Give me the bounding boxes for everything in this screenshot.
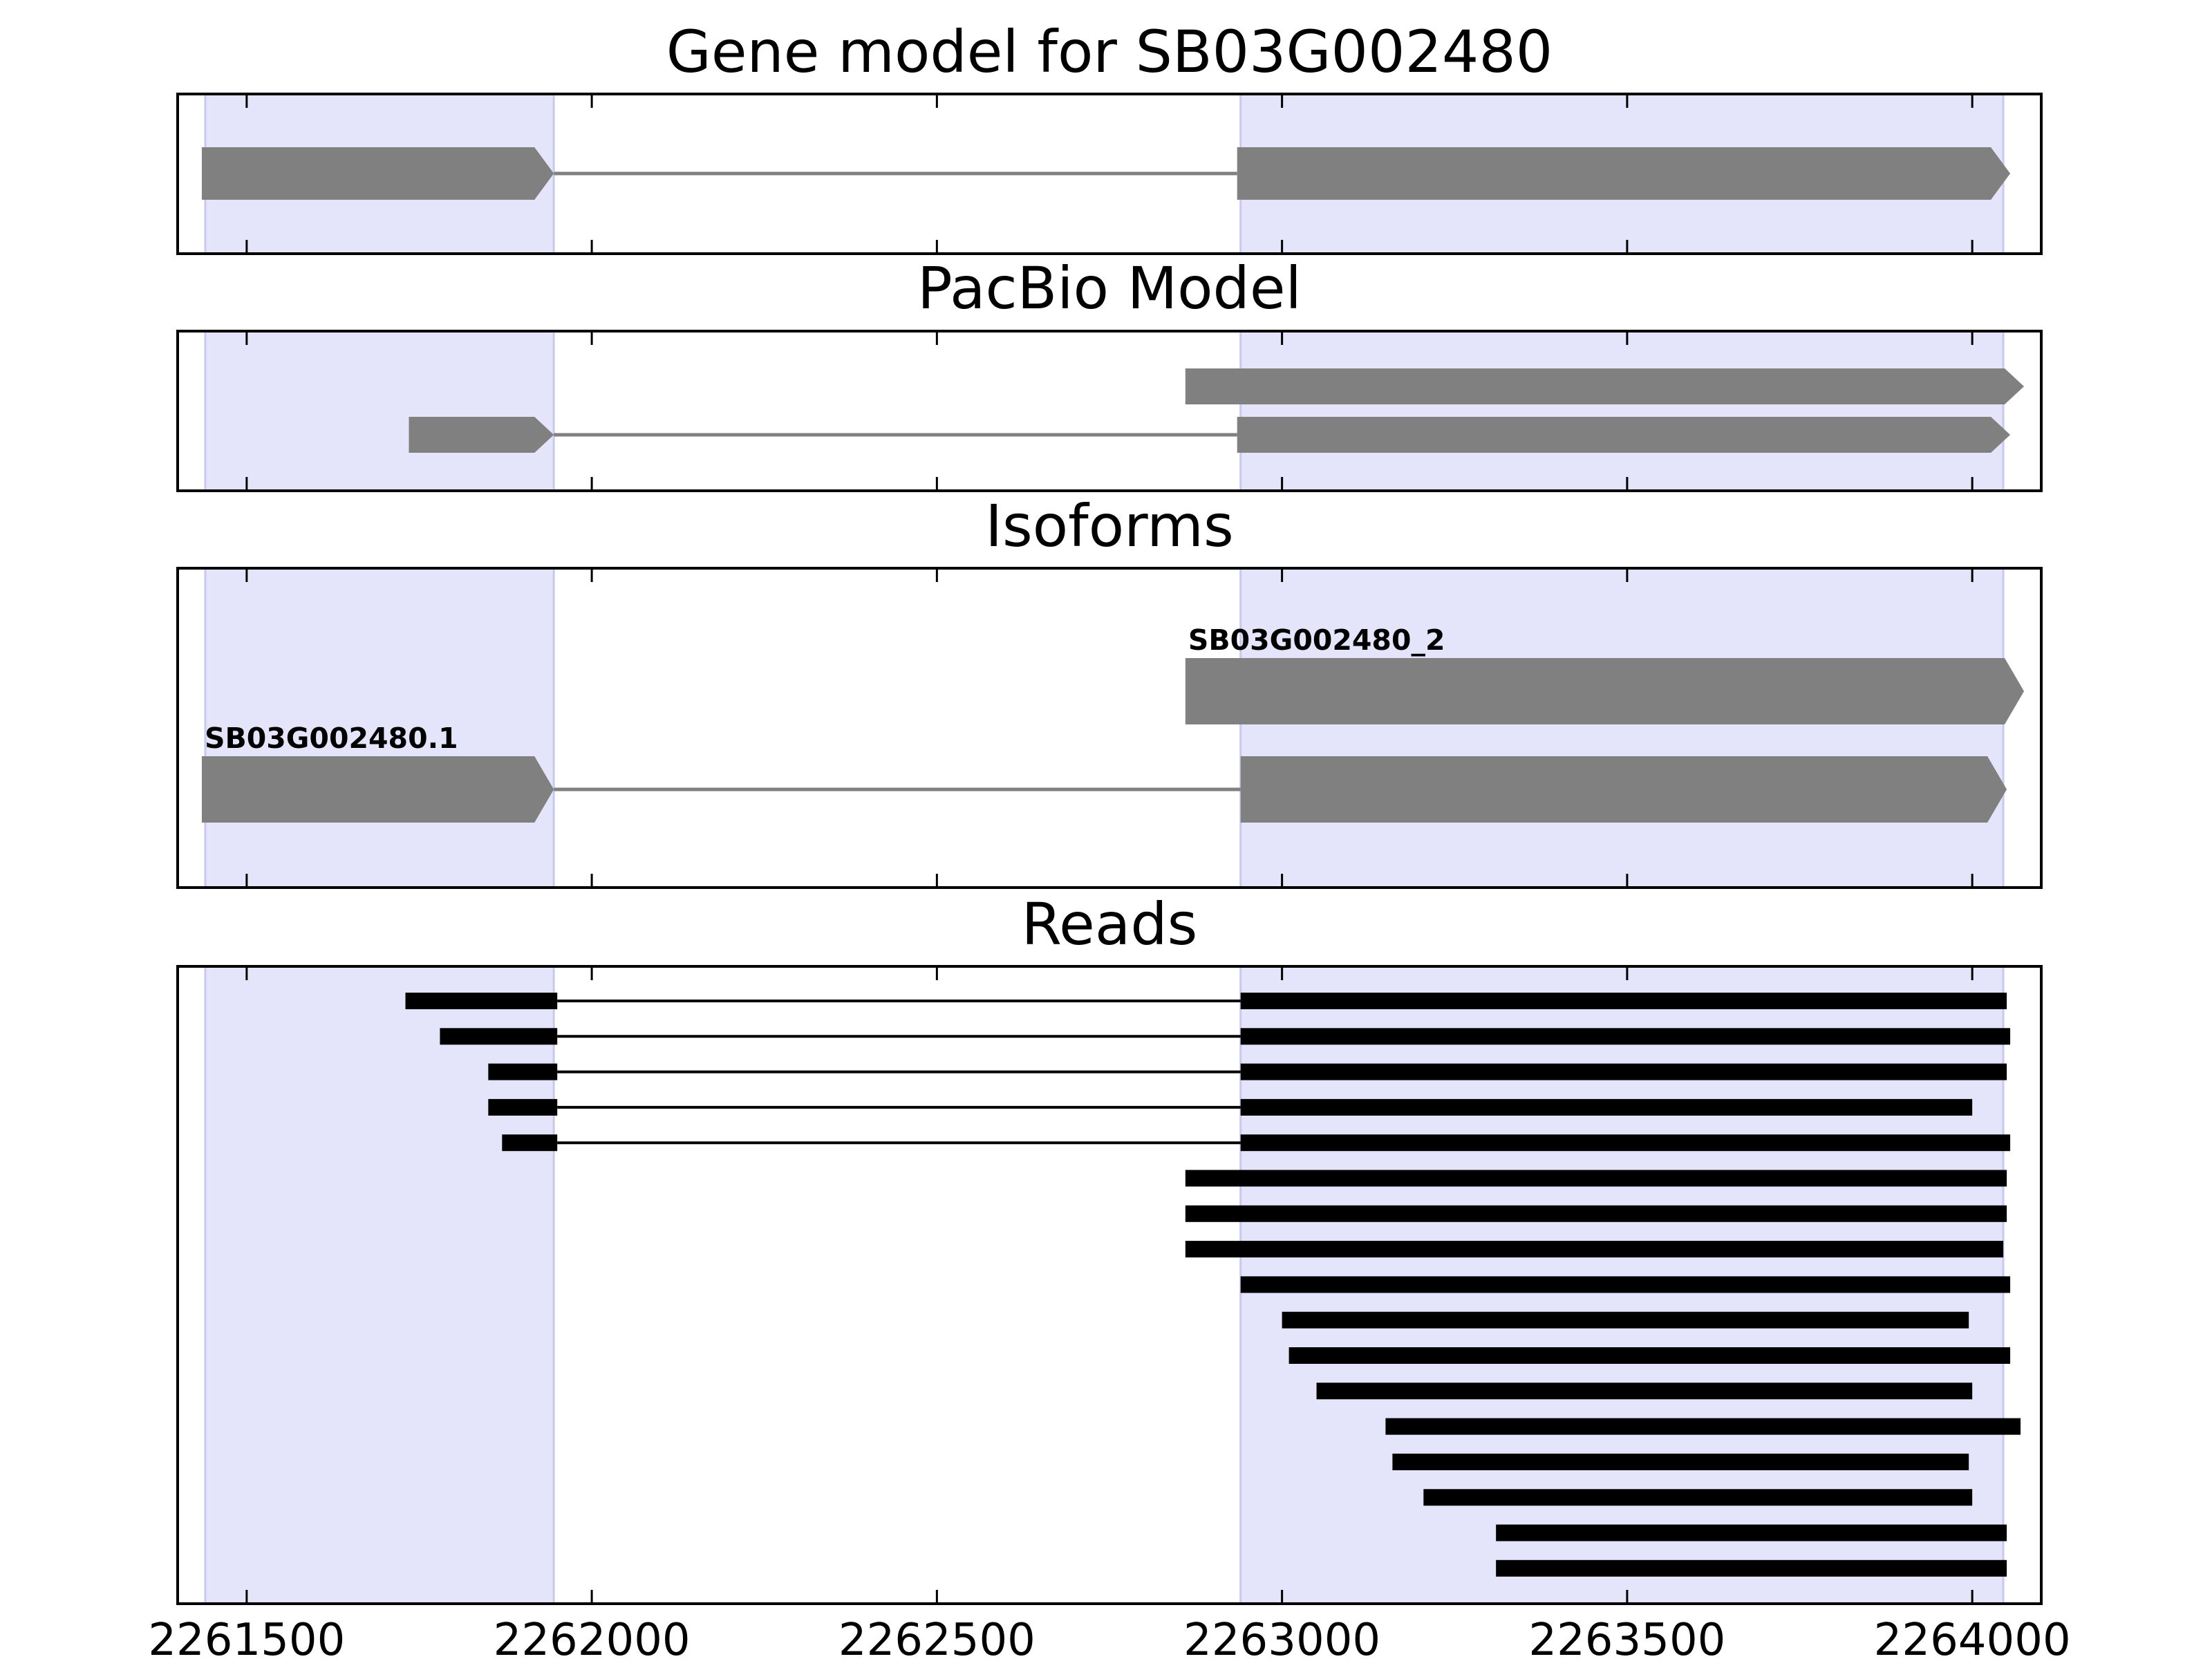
read-track (1496, 1559, 2007, 1577)
x-tick-label: 2262000 (494, 1615, 691, 1659)
read-block (1392, 1453, 1969, 1470)
transcript-track: SB03G002480_2 (1185, 624, 2025, 724)
panel-frame (176, 567, 2043, 889)
read-block (405, 993, 558, 1009)
panel-1: PacBio Model (176, 254, 2043, 492)
exon-block (1237, 417, 2011, 453)
read-block (1240, 1134, 2011, 1152)
exon-region-shade (204, 567, 555, 889)
exon-region-shade (204, 965, 555, 1605)
isoform-label: SB03G002480_2 (1188, 624, 1445, 657)
panel-title: Isoforms (985, 492, 1234, 560)
panel-frame (176, 93, 2043, 255)
read-block (1288, 1347, 2011, 1364)
exon-block (1240, 756, 2007, 823)
read-block (1496, 1559, 2007, 1577)
read-track (488, 1098, 1973, 1116)
read-block (1316, 1382, 1973, 1400)
read-block (502, 1134, 558, 1152)
x-tick-label: 2262500 (838, 1615, 1035, 1659)
exon-block (1185, 658, 2025, 724)
read-block (1240, 993, 2007, 1009)
read-block (1282, 1311, 1969, 1329)
read-track (405, 993, 2007, 1009)
isoform-label: SB03G002480.1 (205, 722, 458, 755)
transcript-track (409, 417, 2011, 453)
read-track (1385, 1418, 2021, 1435)
panel-title: Reads (1022, 890, 1198, 958)
read-track (1288, 1347, 2011, 1364)
read-track (1240, 1276, 2011, 1293)
read-track (1316, 1382, 1973, 1400)
read-track (1185, 1205, 2007, 1222)
exon-block (1237, 147, 2011, 200)
read-block (1240, 1276, 2011, 1293)
read-track (1392, 1453, 1969, 1470)
read-track (1423, 1489, 1973, 1506)
exon-block (201, 147, 554, 200)
read-block (1185, 1205, 2007, 1222)
transcript-track: SB03G002480.1 (201, 722, 2007, 823)
read-block (1185, 1170, 2007, 1187)
read-block (488, 1063, 558, 1080)
read-block (1240, 1098, 1973, 1116)
transcript-track (201, 147, 2011, 200)
x-tick-label: 2264000 (1874, 1615, 2071, 1659)
x-tick-label: 2261500 (148, 1615, 345, 1659)
read-track (1496, 1524, 2007, 1541)
exon-block (201, 756, 554, 823)
exon-region-shade (204, 330, 555, 492)
panel-title: PacBio Model (917, 254, 1302, 322)
exon-region-shade (1239, 567, 2005, 889)
read-track (488, 1063, 2007, 1080)
read-track (1185, 1241, 2004, 1258)
x-tick-label: 2263500 (1528, 1615, 1725, 1659)
transcript-track (1185, 368, 2025, 404)
read-track (1185, 1170, 2007, 1187)
exon-region-shade (1239, 330, 2005, 492)
panel-3: Reads (176, 890, 2043, 1605)
exon-block (409, 417, 554, 453)
panel-0: Gene model for SB03G002480 (176, 18, 2043, 255)
read-block (1240, 1063, 2007, 1080)
x-tick-label: 2263000 (1183, 1615, 1380, 1659)
read-block (1240, 1028, 2011, 1045)
panel-2: Isoforms SB03G002480_2 SB03G002480.1 (176, 492, 2043, 889)
read-track (440, 1028, 2011, 1045)
panel-frame (176, 965, 2043, 1605)
read-block (1385, 1418, 2021, 1435)
read-block (488, 1098, 558, 1116)
panel-frame (176, 330, 2043, 492)
read-track (502, 1134, 2011, 1152)
read-track (1282, 1311, 1969, 1329)
read-block (1496, 1524, 2007, 1541)
read-block (1185, 1241, 2004, 1258)
panel-title: Gene model for SB03G002480 (666, 18, 1553, 86)
read-block (1423, 1489, 1973, 1506)
read-block (440, 1028, 558, 1045)
exon-block (1185, 368, 2025, 404)
